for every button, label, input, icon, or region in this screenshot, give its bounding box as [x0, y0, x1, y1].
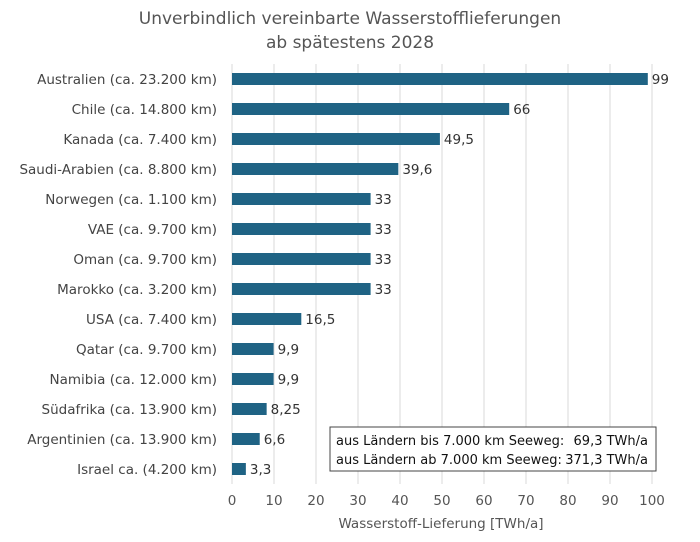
- bar: [232, 73, 648, 85]
- data-label: 33: [375, 282, 392, 298]
- category-label: Israel ca. (4.200 km): [77, 462, 217, 478]
- x-tick-label: 0: [228, 493, 237, 509]
- category-label: Chile (ca. 14.800 km): [72, 102, 217, 118]
- x-tick-label: 80: [559, 493, 576, 509]
- annotation-box: aus Ländern bis 7.000 km Seeweg: 69,3 TW…: [329, 426, 657, 472]
- bar: [232, 313, 302, 325]
- x-tick-label: 100: [639, 493, 665, 509]
- data-label: 33: [375, 252, 392, 268]
- data-label: 49,5: [444, 132, 474, 148]
- data-label: 99: [652, 72, 669, 88]
- bar: [232, 223, 371, 235]
- bar: [232, 403, 267, 415]
- x-tick-label: 70: [517, 493, 534, 509]
- x-tick-label: 40: [391, 493, 408, 509]
- annotation-frame: [329, 426, 657, 472]
- bar: [232, 133, 440, 145]
- bar: [232, 433, 260, 445]
- category-label: Oman (ca. 9.700 km): [73, 252, 217, 268]
- category-label: Norwegen (ca. 1.100 km): [45, 192, 217, 208]
- data-label: 3,3: [250, 462, 271, 478]
- category-label: VAE (ca. 9.700 km): [88, 222, 217, 238]
- x-axis-title: Wasserstoff-Lieferung [TWh/a]: [338, 516, 543, 532]
- category-label: Saudi-Arabien (ca. 8.800 km): [19, 162, 217, 178]
- data-label: 9,9: [278, 372, 299, 388]
- data-label: 8,25: [271, 402, 301, 418]
- category-label: Marokko (ca. 3.200 km): [57, 282, 217, 298]
- x-tick-label: 60: [475, 493, 492, 509]
- category-label: USA (ca. 7.400 km): [86, 312, 217, 328]
- bar: [232, 163, 399, 175]
- category-label: Namibia (ca. 12.000 km): [50, 372, 217, 388]
- bars: Australien (ca. 23.200 km) 99 Chile (ca. 1…: [19, 72, 669, 478]
- x-tick-label: 30: [349, 493, 366, 509]
- annotation-line-2-value: 371,3 TWh/a: [565, 453, 648, 468]
- category-label: Qatar (ca. 9.700 km): [76, 342, 217, 358]
- annotation-line-1-value: 69,3 TWh/a: [574, 434, 648, 449]
- chart-subtitle: ab spätestens 2028: [266, 33, 434, 53]
- data-label: 6,6: [264, 432, 285, 448]
- category-label: Südafrika (ca. 13.900 km): [42, 402, 217, 418]
- x-tick-label: 50: [433, 493, 450, 509]
- bar: [232, 193, 371, 205]
- data-label: 33: [375, 192, 392, 208]
- category-label: Argentinien (ca. 13.900 km): [27, 432, 217, 448]
- data-label: 39,6: [402, 162, 432, 178]
- bar: [232, 373, 274, 385]
- category-label: Kanada (ca. 7.400 km): [63, 132, 217, 148]
- grid: [231, 64, 653, 484]
- bar: [232, 103, 510, 115]
- annotation-line-2-label: aus Ländern ab 7.000 km Seeweg:: [336, 453, 562, 468]
- x-axis: 0 10 20 30 40 50 60 70 80 90 100: [228, 493, 665, 509]
- chart-title: Unverbindlich vereinbarte Wasserstofflie…: [139, 9, 561, 29]
- x-tick-label: 90: [601, 493, 618, 509]
- data-label: 33: [375, 222, 392, 238]
- bar: [232, 283, 371, 295]
- bar: [232, 253, 371, 265]
- bar: [232, 463, 246, 475]
- x-tick-label: 10: [265, 493, 282, 509]
- data-label: 9,9: [278, 342, 299, 358]
- x-tick-label: 20: [307, 493, 324, 509]
- category-label: Australien (ca. 23.200 km): [37, 72, 217, 88]
- data-label: 66: [513, 102, 530, 118]
- annotation-line-1-label: aus Ländern bis 7.000 km Seeweg:: [336, 434, 564, 449]
- data-label: 16,5: [305, 312, 335, 328]
- bar: [232, 343, 274, 355]
